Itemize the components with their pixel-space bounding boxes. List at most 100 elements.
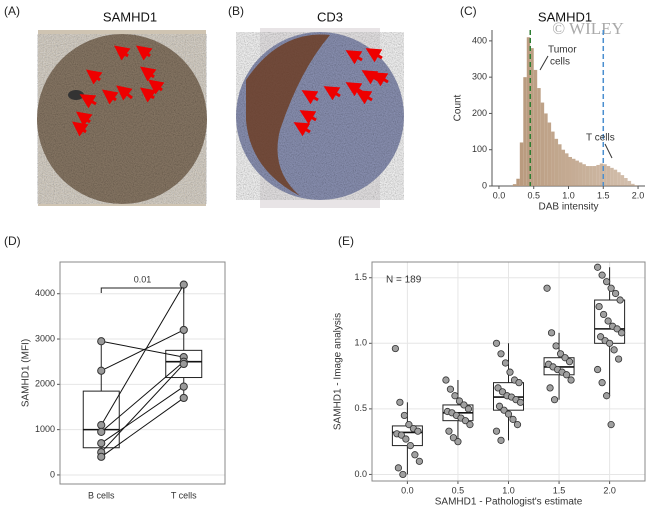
- point: [97, 439, 106, 448]
- point: [501, 359, 510, 367]
- point: [492, 339, 501, 347]
- y-axis-label: SAMHD1 (MFI): [21, 339, 32, 407]
- point: [461, 417, 470, 425]
- y-tick-label: 400: [472, 35, 487, 45]
- histogram-bar: [575, 160, 579, 186]
- arrows-b: [293, 48, 389, 137]
- panel-label: (B): [228, 4, 244, 18]
- y-tick-label: 4000: [35, 288, 55, 298]
- histogram-bar: [512, 184, 517, 186]
- x-tick-label: B cells: [88, 490, 115, 500]
- point: [492, 427, 501, 435]
- histogram-bar: [589, 166, 593, 186]
- point: [598, 271, 606, 279]
- point: [495, 402, 504, 410]
- histogram-bar: [596, 164, 600, 186]
- point: [97, 452, 106, 461]
- x-tick-label: T cells: [171, 490, 197, 500]
- histogram-bar: [523, 77, 527, 186]
- y-tick-label: 2000: [35, 379, 55, 389]
- point: [612, 289, 620, 298]
- point: [513, 421, 522, 429]
- y-axis-label: Count: [453, 94, 464, 121]
- y-tick-label: 1.0: [354, 338, 367, 348]
- histogram-bar: [565, 153, 569, 186]
- point: [497, 436, 505, 444]
- histogram-bar: [568, 156, 572, 186]
- y-tick-label: 0.5: [354, 403, 367, 413]
- y-tick-label: 3000: [35, 333, 55, 343]
- point: [464, 405, 473, 413]
- point: [610, 346, 618, 354]
- histogram-bar: [603, 164, 607, 186]
- point: [449, 434, 458, 442]
- point: [600, 310, 608, 319]
- point: [606, 339, 614, 347]
- tissue-stain: [246, 34, 330, 196]
- point: [504, 410, 513, 418]
- point: [179, 280, 188, 289]
- panel-label: (C): [460, 4, 477, 18]
- point: [547, 329, 556, 337]
- histogram-bar: [537, 88, 541, 186]
- point: [396, 398, 404, 406]
- pair-line: [100, 284, 185, 426]
- point: [97, 421, 106, 430]
- histogram-bar: [558, 144, 562, 186]
- point: [97, 427, 106, 436]
- histogram-bar: [585, 166, 590, 186]
- point: [445, 427, 453, 435]
- point: [460, 401, 468, 409]
- histogram-bar: [610, 167, 614, 186]
- point: [506, 368, 514, 376]
- x-axis-label: SAMHD1 - Pathologist's estimate: [435, 497, 583, 508]
- annotation: N = 189: [386, 275, 422, 286]
- histogram-bar: [533, 69, 538, 186]
- point: [598, 379, 606, 387]
- histogram-bar: [516, 178, 520, 186]
- histogram-bar: [617, 172, 621, 186]
- annotation-pointer: [604, 143, 613, 159]
- histogram-bar: [551, 131, 555, 186]
- x-tick-label: 1.5: [597, 190, 610, 200]
- histogram-bar: [530, 48, 534, 187]
- histogram-bar: [592, 166, 597, 186]
- x-tick-label: 0.5: [527, 190, 540, 200]
- point: [466, 421, 474, 429]
- histogram-bar: [631, 183, 635, 186]
- point: [567, 376, 575, 384]
- plot-frame: [59, 261, 226, 485]
- histogram-bar: [554, 138, 559, 186]
- pair-line: [100, 361, 185, 433]
- point: [509, 415, 517, 423]
- point: [414, 427, 422, 435]
- histogram-bar: [578, 162, 583, 186]
- point: [399, 470, 407, 479]
- y-tick-label: 1.5: [354, 272, 367, 282]
- point: [597, 333, 605, 341]
- pair-line: [100, 363, 185, 453]
- x-tick-label: 2.0: [603, 485, 616, 495]
- point: [556, 350, 565, 358]
- histogram-bar: [519, 142, 524, 186]
- x-tick-label: 1.0: [502, 485, 515, 495]
- point: [515, 379, 523, 387]
- plot-frame: [371, 261, 646, 482]
- histogram-bar: [571, 158, 576, 186]
- point: [391, 344, 399, 353]
- histogram-bar: [561, 149, 566, 186]
- y-tick-label: 0.0: [354, 469, 367, 479]
- histogram-bar: [624, 178, 628, 186]
- point: [546, 384, 554, 392]
- pair-line: [101, 329, 184, 372]
- x-tick-label: 0.0: [401, 485, 414, 495]
- point: [400, 411, 408, 420]
- tissue-spot: [68, 90, 84, 100]
- histogram-bar: [544, 113, 548, 186]
- histogram-bar: [547, 122, 552, 186]
- x-tick-label: 1.0: [562, 190, 575, 200]
- histogram-bar: [620, 175, 625, 186]
- x-axis-label: DAB intensity: [538, 202, 598, 213]
- point: [561, 354, 569, 362]
